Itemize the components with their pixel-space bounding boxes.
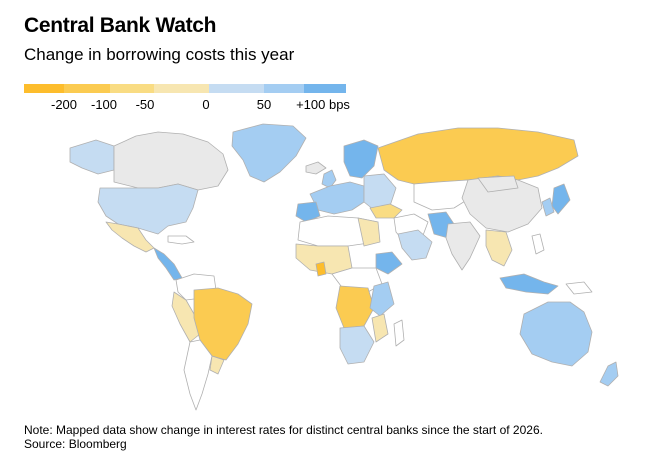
region-caribbean (167, 235, 195, 245)
region-japan (551, 183, 571, 215)
region-alaska (69, 139, 115, 175)
chart-subtitle: Change in borrowing costs this year (24, 45, 295, 64)
region-madagascar (393, 319, 405, 347)
legend-tick-label: -100 (90, 97, 118, 112)
region-india (445, 221, 481, 271)
region-mongolia (477, 175, 519, 193)
region-new-zealand (599, 361, 619, 387)
region-congo (335, 285, 375, 329)
legend-swatch-6 (264, 84, 304, 93)
legend-swatch-1 (24, 84, 64, 93)
legend-swatch-3 (110, 84, 154, 93)
region-korea (541, 197, 555, 217)
region-brazil (193, 287, 253, 361)
legend-tick-label: -200 (50, 97, 78, 112)
region-australia (519, 301, 593, 367)
legend-swatch-7 (304, 84, 346, 93)
region-southern-africa (339, 325, 375, 365)
region-central-asia (413, 179, 471, 211)
region-philippines (531, 233, 545, 255)
region-usa (97, 183, 199, 235)
region-uruguay (209, 355, 225, 375)
region-saudi (397, 229, 433, 261)
region-peru (171, 291, 201, 343)
legend-swatch-2 (64, 84, 110, 93)
region-indonesia (499, 273, 559, 295)
legend-swatch-4 (154, 84, 209, 93)
source-line: Source: Bloomberg (24, 437, 127, 451)
color-legend: -200 -100 -50 0 50 +100 bps (24, 84, 350, 118)
region-se-asia (485, 229, 513, 267)
legend-tick-label: 0 (202, 97, 210, 112)
region-mozambique (371, 313, 389, 343)
legend-tick-label: -50 (135, 97, 155, 112)
region-canada (113, 131, 229, 191)
legend-tick-label: 50 (256, 97, 272, 112)
chart-title: Central Bank Watch (24, 14, 217, 37)
region-ethiopia (375, 251, 403, 275)
region-iceland (305, 161, 327, 175)
region-argentina (183, 339, 213, 411)
region-ghana (315, 261, 327, 277)
region-russia (377, 127, 579, 185)
region-east-africa (369, 281, 395, 317)
region-scandinavia (343, 139, 379, 179)
footnote: Note: Mapped data show change in interes… (24, 423, 543, 437)
region-egypt (357, 217, 381, 247)
region-central-america (153, 247, 183, 281)
region-greenland (231, 123, 307, 183)
region-turkey (369, 203, 403, 219)
region-papua (565, 281, 593, 295)
region-uk (321, 169, 337, 189)
legend-swatch-5 (209, 84, 264, 93)
legend-tick-label: +100 bps (296, 97, 350, 112)
world-map (69, 123, 619, 411)
region-mexico (105, 221, 155, 253)
